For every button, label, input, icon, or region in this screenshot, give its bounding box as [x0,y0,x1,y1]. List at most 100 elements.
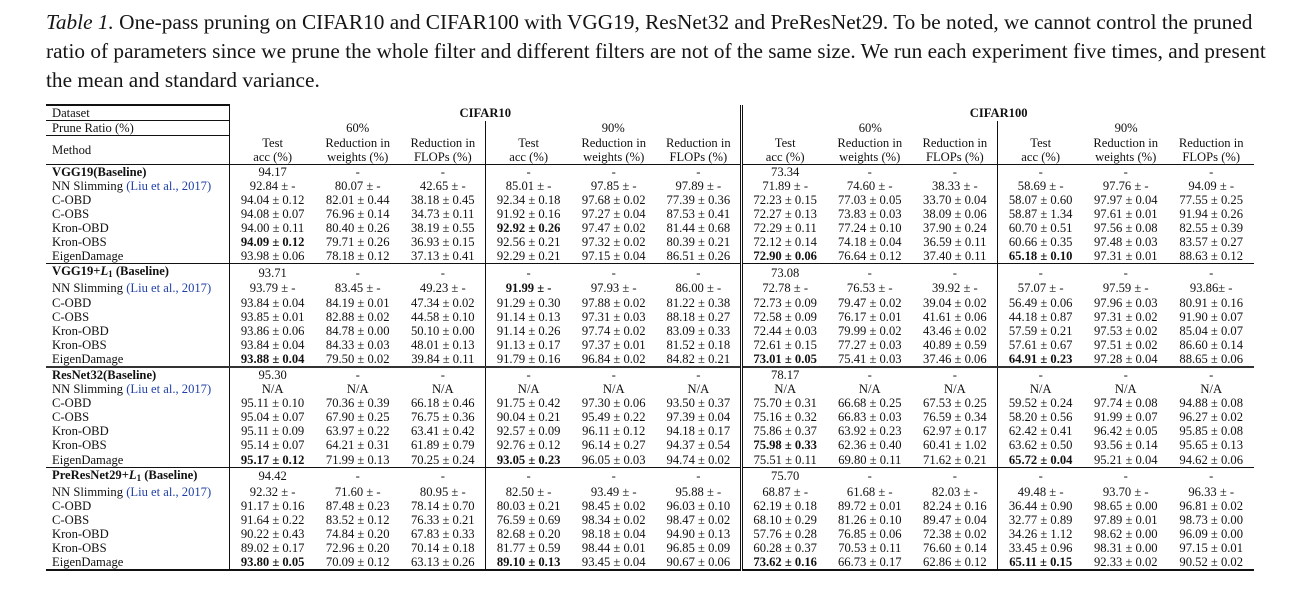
citation-link[interactable]: (Liu et al., 2017) [126,281,212,296]
citation-link[interactable]: (Liu et al., 2017) [126,382,212,397]
value-cell: 70.09 ± 0.12 [315,555,401,572]
method-name: C-OBD [46,296,230,310]
value-cell: 84.78 ± 0.00 [325,323,390,338]
value-cell: 79.47 ± 0.02 [837,295,902,310]
value-cell: 97.93 ± - [590,281,637,296]
prune-ratio-label: Prune Ratio (%) [46,120,230,136]
metric-line2: acc (%) [253,149,293,164]
value-cell: 65.11 ± 0.15 [997,555,1084,572]
value-cell: 94.37 ± 0.54 [666,438,731,453]
value-cell: 62.36 ± 0.40 [837,438,902,453]
value-cell: 86.51 ± 0.26 [666,249,731,264]
baseline-cell: - [997,466,1084,485]
value-cell: 72.73 ± 0.09 [740,295,828,310]
method-row: NN Slimming (Liu et al., 2017) 92.32 ± -7… [46,484,1254,499]
value-cell: 40.89 ± 0.59 [923,337,987,352]
value-cell: 80.40 ± 0.26 [325,221,390,236]
value-cell: 93.50 ± 0.37 [666,396,731,411]
value-cell: 91.17 ± 0.16 [229,498,316,513]
baseline-cell: - [1083,365,1169,383]
method-label: C-OBS [52,512,90,527]
value-cell: 38.33 ± - [931,178,978,193]
citation-link[interactable]: (Liu et al., 2017) [126,484,212,499]
value-cell: 85.04 ± 0.07 [1179,323,1243,338]
value-cell: 87.53 ± 0.41 [666,206,731,221]
baseline-cell: - [997,263,1084,282]
baseline-cell: 94.42 [229,466,316,485]
value-cell: 56.49 ± 0.06 [997,295,1084,310]
value-cell: 97.48 ± 0.03 [1093,235,1158,250]
value-cell: N/A [1200,382,1223,397]
metric-header: Reduction in FLOPs (%) [656,136,741,165]
value-cell: 37.46 ± 0.06 [923,351,987,366]
value-cell: 82.88 ± 0.02 [325,309,390,324]
value-cell: 96.85 ± 0.09 [666,541,731,556]
value-cell: 97.76 ± - [1102,178,1149,193]
baseline-cell: - [1168,365,1254,383]
citation-link[interactable]: (Liu et al., 2017) [126,178,212,193]
value-cell: 79.71 ± 0.26 [325,235,390,250]
value-cell: 92.32 ± - [229,484,316,499]
method-name: C-OBS [46,410,230,424]
method-row: EigenDamage 93.80 ± 0.05 70.09 ± 0.12 63.13… [46,555,1254,572]
l1-subscript: 1 [136,472,142,483]
value-cell: 82.24 ± 0.16 [923,498,987,513]
value-cell: 78.14 ± 0.70 [411,498,475,513]
value-cell: 97.15 ± 0.01 [1179,541,1243,556]
value-cell: 92.57 ± 0.09 [485,424,572,439]
value-cell: 95.85 ± 0.08 [1179,424,1243,439]
metric-header: Reduction in weights (%) [315,136,400,165]
baseline-cell: - [1083,466,1169,485]
value-cell: 33.45 ± 0.96 [997,541,1084,556]
method-name: C-OBS [46,207,230,221]
value-cell: 93.85 ± 0.01 [229,309,316,324]
baseline-cell: - [656,365,742,383]
value-cell: 84.82 ± 0.21 [666,351,731,366]
value-cell: 61.89 ± 0.79 [411,438,475,453]
value-cell: 36.93 ± 0.15 [411,235,475,250]
value-cell: 97.56 ± 0.08 [1093,221,1158,236]
baseline-cell: - [571,466,657,485]
value-cell: 98.18 ± 0.04 [581,527,646,542]
value-cell: 92.34 ± 0.18 [485,192,572,207]
value-cell: 58.87 ± 1.34 [997,206,1084,222]
method-row: C-OBS 93.85 ± 0.01 82.88 ± 0.02 44.58 ± 0.1… [46,309,1254,324]
value-cell: 95.49 ± 0.22 [581,410,646,425]
baseline-model: VGG19+ [52,264,101,279]
metric-line2: weights (%) [1095,149,1157,164]
value-cell: 57.59 ± 0.21 [997,323,1084,338]
value-cell: 97.96 ± 0.03 [1093,295,1158,310]
value-cell: 44.58 ± 0.10 [411,309,475,324]
value-cell: 34.26 ± 1.12 [997,527,1084,542]
results-table-container: Dataset CIFAR10 CIFAR100 Prune Ratio (%)… [46,104,1254,572]
value-cell: 68.10 ± 0.29 [740,512,828,528]
value-cell: 36.59 ± 0.11 [923,235,987,250]
baseline-name: PreResNet29+L1 (Baseline) [46,466,230,485]
baseline-cell: - [1168,163,1254,179]
baseline-cell: - [400,263,486,282]
value-cell: 70.14 ± 0.18 [411,541,475,556]
value-cell: 93.70 ± - [1102,484,1149,499]
metric-line2: acc (%) [509,149,549,164]
value-cell: 80.07 ± - [334,178,381,193]
value-cell: 74.84 ± 0.20 [325,527,390,542]
value-cell: 83.57 ± 0.27 [1179,235,1243,250]
value-cell: 92.29 ± 0.21 [485,249,572,264]
method-label: EigenDamage [52,351,124,366]
value-cell: 86.00 ± - [675,281,722,296]
baseline-cell: - [485,466,572,485]
value-cell: 76.85 ± 0.06 [837,527,902,542]
metric-header: Reduction in weights (%) [827,136,912,165]
value-cell: N/A [602,382,625,397]
value-cell: 96.33 ± - [1188,484,1235,499]
value-cell: 88.65 ± 0.06 [1179,351,1243,366]
value-cell: 97.74 ± 0.08 [1093,396,1158,411]
value-cell: 72.96 ± 0.20 [325,541,390,556]
method-row: EigenDamage 93.98 ± 0.06 78.18 ± 0.12 37.13… [46,249,1254,264]
method-label: EigenDamage [52,555,124,570]
value-cell: 38.18 ± 0.45 [411,192,475,207]
value-cell: 91.99 ± 0.07 [1093,410,1158,425]
method-row: Kron-OBS 89.02 ± 0.17 72.96 ± 0.20 70.14 ± … [46,541,1254,556]
value-cell: 97.37 ± 0.01 [581,337,646,352]
l1-symbol: L [100,264,109,279]
